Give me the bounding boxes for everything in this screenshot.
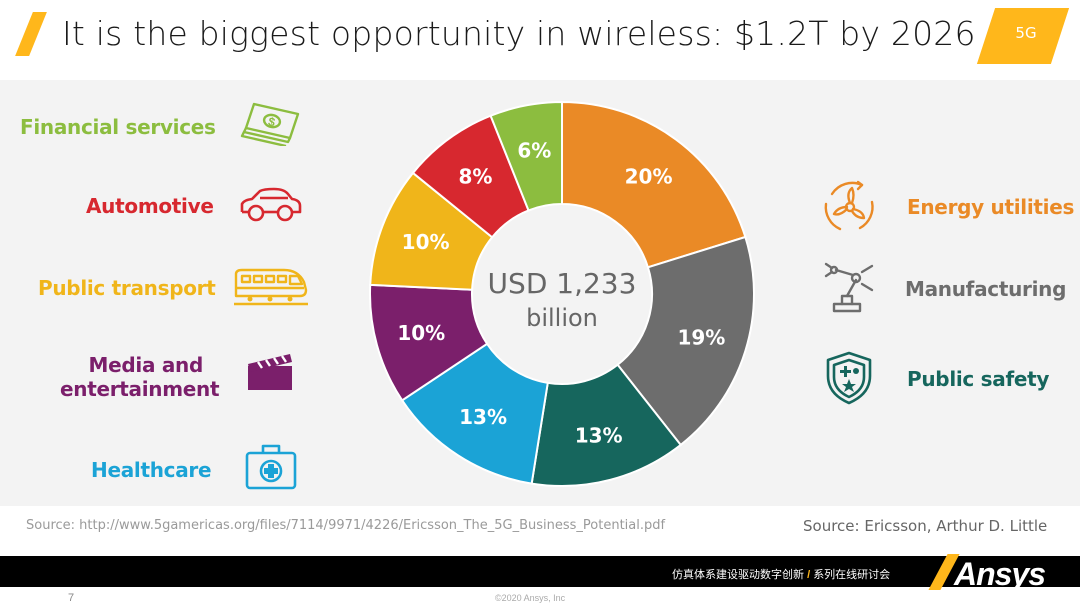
topic-tag-label: 5G [1015,24,1037,42]
source-credit: Source: Ericsson, Arthur D. Little [803,517,1048,535]
svg-text:$: $ [267,114,277,129]
label-automotive: Automotive [86,194,214,218]
footer-bar [0,556,1080,587]
footer-series-part1: 仿真体系建设驱动数字创新 [672,569,804,581]
source-url: Source: http://www.5gamericas.org/files/… [26,518,666,533]
data-label-healthcare: 13% [459,405,507,429]
donut-slice-manufacturing [616,235,755,447]
footer-series-title: 仿真体系建设驱动数字创新 / 系列在线研讨会 [672,566,890,582]
page-title: It is the biggest opportunity in wireles… [62,14,976,53]
label-public-safety: Public safety [907,367,1050,391]
data-label-public-safety: 13% [575,423,623,447]
page-number: 7 [68,592,75,604]
data-label-financial-services: 6% [517,139,551,163]
chart-center-unit: billion [526,304,598,332]
data-label-energy-utilities: 20% [625,164,673,188]
data-label-public-transport: 10% [402,230,450,254]
shield-icon [826,351,872,405]
label-public-transport: Public transport [38,276,216,300]
clapperboard-icon [248,354,292,390]
footer-series-part2: 系列在线研讨会 [813,569,891,581]
copyright: ©2020 Ansys, Inc [495,593,566,603]
label-media-line2: entertainment [60,377,220,401]
money-icon: $ [240,102,300,146]
label-healthcare: Healthcare [91,458,212,482]
donut-slice-financial-services [489,100,563,212]
chart-center-total: USD 1,233 [488,267,637,300]
train-icon [234,268,308,306]
label-media-entertainment: Media and entertainment [60,353,220,401]
wind-turbine-icon [824,180,874,231]
data-label-automotive: 8% [458,164,492,188]
donut-slice-energy-utilities [561,100,747,269]
label-media-line1: Media and [88,353,204,377]
footer-separator: / [807,569,811,581]
label-manufacturing: Manufacturing [905,277,1067,301]
label-energy-utilities: Energy utilities [907,195,1075,219]
car-icon [240,187,302,222]
medical-kit-icon [245,444,297,490]
robot-arm-icon [824,262,874,313]
data-label-media-and-entertainment: 10% [397,321,445,345]
label-financial-services: Financial services [20,115,216,139]
data-label-manufacturing: 19% [677,325,725,349]
brand-logo: Ansys [954,556,1046,592]
